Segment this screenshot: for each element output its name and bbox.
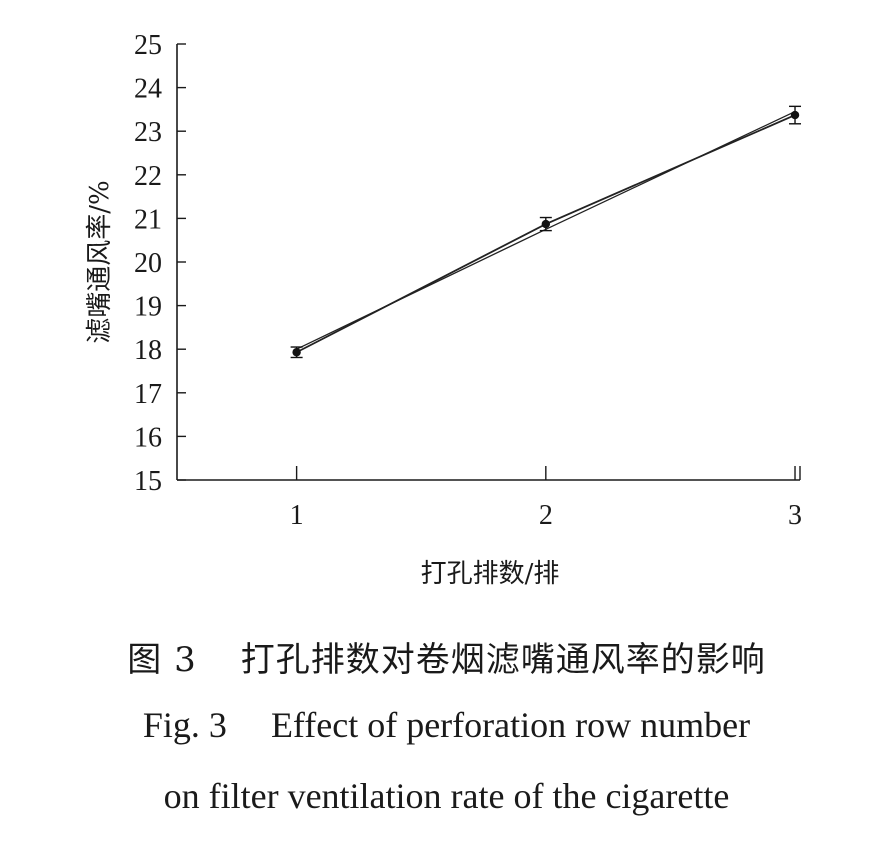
y-tick-label: 16 [134,422,162,453]
chart-axes [176,44,800,481]
y-tick-label: 22 [134,161,162,192]
chart-series [290,105,802,359]
y-tick-label: 25 [134,30,162,61]
figure-number-en: Fig. 3 [142,705,227,745]
y-tick-label: 24 [134,74,162,105]
figure-number-zh: 图 3 [127,640,197,680]
data-point [790,110,800,120]
figure-caption-chinese: 图 3 打孔排数对卷烟滤嘴通风率的影响 [0,632,893,681]
y-tick-label: 20 [134,248,162,279]
x-axis-title: 打孔排数/排 [421,559,560,589]
x-tick-label: 2 [539,500,553,531]
y-tick-label: 18 [134,335,162,366]
y-tick-label: 15 [134,466,162,497]
y-axis-ticks: 15 16 17 18 19 20 21 22 23 24 25 [134,30,186,497]
figure-caption-english-line1: Fig. 3 Effect of perforation row number [0,704,893,746]
series-line-measured [296,114,796,354]
y-tick-label: 23 [134,117,162,148]
figure-title-en-line1: Effect of perforation row number [270,705,751,745]
figure-caption-english-line2: on filter ventilation rate of the cigare… [163,776,730,816]
y-tick-label: 17 [134,379,162,410]
x-tick-label: 3 [788,500,802,531]
x-tick-label: 1 [290,500,304,531]
y-tick-label: 19 [134,292,162,323]
data-point [541,219,551,229]
y-axis-title: 滤嘴通风率/% [85,180,115,343]
data-point [292,348,301,357]
y-tick-label: 21 [134,204,162,235]
figure-title-zh: 打孔排数对卷烟滤嘴通风率的影响 [240,640,766,680]
x-axis-ticks: 1 2 3 [290,466,802,531]
